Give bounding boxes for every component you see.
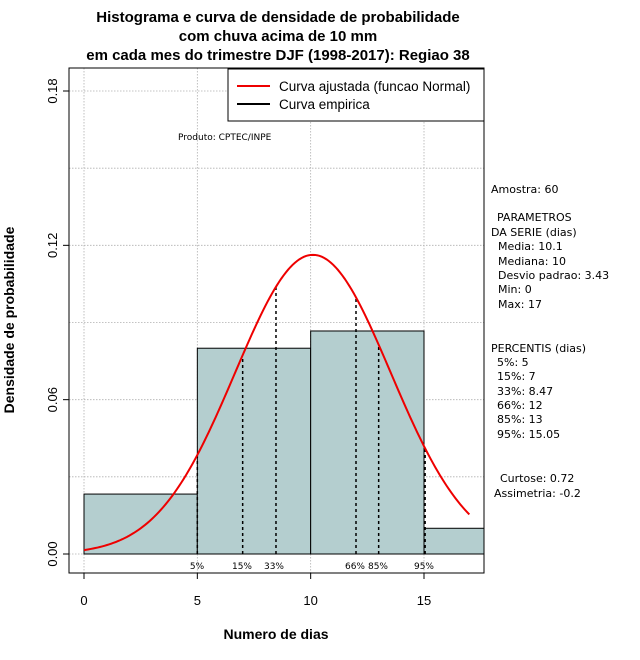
percentil-5: 5%: 5 — [497, 356, 529, 369]
x-axis-label: Numero de dias — [223, 626, 328, 642]
normal-curve — [83, 253, 471, 552]
axes: 0 5 10 15 0.00 0.06 0.12 0.18 — [45, 78, 431, 608]
percentile-label: 15% — [232, 562, 252, 572]
param-mean: Media: 10.1 — [498, 240, 563, 253]
percentile-label: 33% — [264, 562, 284, 572]
percentil-33: 33%: 8.47 — [497, 385, 553, 398]
percentile-label: 66% — [345, 562, 365, 572]
histogram-bar — [196, 347, 312, 555]
y-tick-label: 0.06 — [45, 387, 60, 412]
y-tick-label: 0.00 — [45, 541, 60, 566]
percentile-lines: 5% 15% 33% 66% 85% 95% — [190, 286, 434, 572]
histogram-bar — [423, 527, 485, 555]
assimetria: Assimetria: -0.2 — [494, 487, 581, 500]
x-tick-label: 0 — [80, 593, 87, 608]
params-title-2: DA SERIE (dias) — [491, 226, 577, 239]
legend-label-fitted: Curva ajustada (funcao Normal) — [279, 79, 470, 94]
y-tick-label: 0.18 — [45, 78, 60, 103]
x-tick-label: 5 — [194, 593, 201, 608]
chart-title: Histograma e curva de densidade de proba… — [86, 9, 470, 64]
percentil-95: 95%: 15.05 — [497, 428, 560, 441]
percentile-label: 5% — [190, 562, 205, 572]
title-line-2: com chuva acima de 10 mm — [179, 28, 377, 45]
x-tick-label: 10 — [303, 593, 317, 608]
product-annotation: Produto: CPTEC/INPE — [178, 133, 272, 143]
sample-size: Amostra: 60 — [491, 183, 558, 196]
histogram-bar — [310, 330, 425, 555]
x-tick-label: 15 — [417, 593, 431, 608]
legend-box — [227, 68, 485, 122]
percentil-15: 15%: 7 — [497, 370, 536, 383]
percentis-title: PERCENTIS (dias) — [491, 342, 586, 355]
histogram-bar — [83, 493, 198, 555]
histogram-bars — [83, 330, 485, 555]
legend: Curva ajustada (funcao Normal) Curva emp… — [227, 68, 485, 122]
title-line-1: Histograma e curva de densidade de proba… — [96, 9, 459, 26]
percentile-label: 85% — [368, 562, 388, 572]
param-min: Min: 0 — [498, 283, 532, 296]
title-line-3: em cada mes do trimestre DJF (1998-2017)… — [86, 47, 470, 64]
percentil-85: 85%: 13 — [497, 413, 543, 426]
legend-label-empirical: Curva empirica — [279, 97, 370, 112]
curtose: Curtose: 0.72 — [500, 472, 574, 485]
percentile-label: 95% — [414, 562, 434, 572]
param-max: Max: 17 — [498, 298, 542, 311]
param-median: Mediana: 10 — [498, 255, 566, 268]
y-axis-label: Densidade de probabilidade — [1, 226, 17, 413]
normal-curve-line — [83, 253, 471, 552]
stats-panel: Amostra: 60 PARAMETROS DA SERIE (dias) M… — [491, 183, 609, 500]
param-sd: Desvio padrao: 3.43 — [498, 269, 609, 282]
y-tick-label: 0.12 — [45, 233, 60, 258]
params-title-1: PARAMETROS — [497, 211, 572, 224]
percentil-66: 66%: 12 — [497, 399, 543, 412]
